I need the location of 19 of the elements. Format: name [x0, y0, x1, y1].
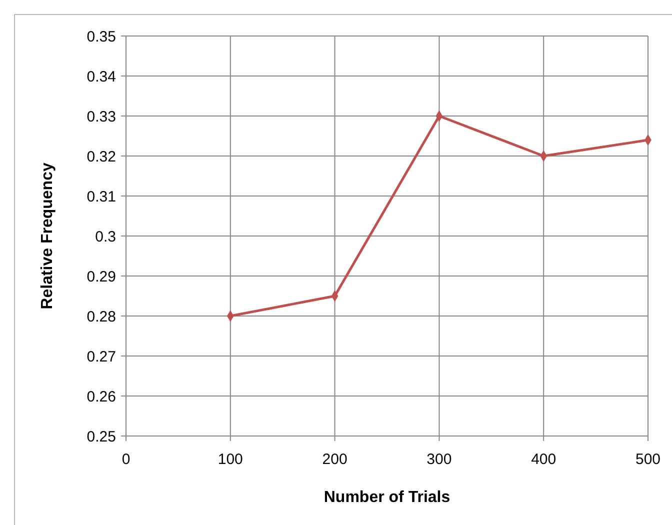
x-tick-label: 200 [322, 451, 348, 468]
y-tick-label: 0.34 [86, 68, 116, 86]
y-tick-label: 0.29 [86, 268, 116, 286]
y-tick-label: 0.35 [86, 28, 116, 46]
x-tick-label: 300 [426, 451, 452, 468]
y-tick-label: 0.33 [86, 108, 116, 126]
x-tick-label: 0 [122, 451, 130, 468]
y-tick-label: 0.31 [86, 188, 116, 206]
y-tick-label: 0.26 [86, 388, 116, 406]
y-tick-label: 0.25 [86, 428, 116, 446]
x-tick-label: 500 [635, 451, 661, 468]
x-tick-label: 100 [218, 451, 243, 468]
y-tick-label: 0.32 [86, 148, 116, 166]
y-tick-label: 0.28 [86, 308, 116, 326]
y-tick-label: 0.27 [86, 348, 116, 366]
y-axis-title: Relative Frequency [39, 162, 56, 310]
y-tick-label: 0.3 [95, 228, 116, 246]
x-tick-label: 400 [531, 451, 556, 468]
x-axis-title: Number of Trials [324, 489, 450, 506]
